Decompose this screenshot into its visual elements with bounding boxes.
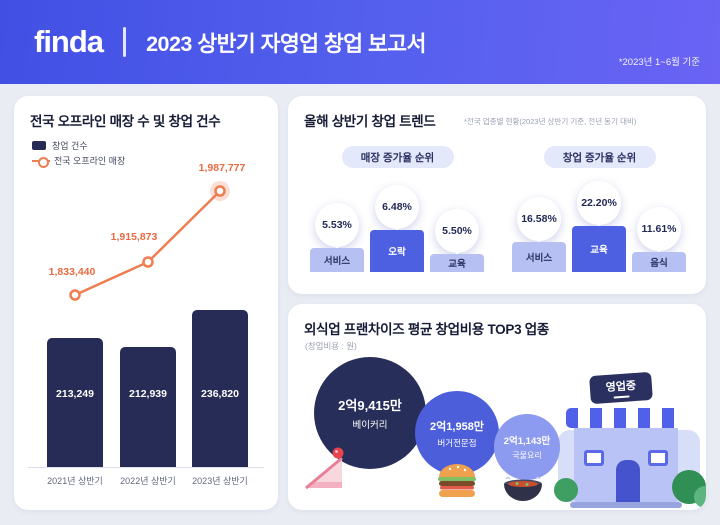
cost-value: 2억1,143만 [503,436,551,447]
storefront-awning [566,408,686,428]
x-label-2021: 2021년 상반기 [47,476,103,486]
pct-bubble: 5.50% [435,209,479,253]
pct-bubble: 16.58% [517,197,561,241]
line-legend-swatch-icon [32,157,50,168]
open-sign: 영업중 [589,371,653,405]
cost-value: 2억1,958만 [430,420,484,433]
startup-growth-heading: 창업 증가율 순위 [543,146,656,168]
pct-bubble: 22.20% [577,181,621,225]
finda-logo: finda [34,24,104,59]
cost-circle-burger: 2억1,958만 버거전문점 [415,391,499,475]
pct-bubble: 6.48% [375,185,419,229]
x-axis-line [28,467,264,468]
bar-value-2023: 236,820 [201,388,239,400]
store-growth-heading: 매장 증가율 순위 [341,146,454,168]
cake-icon [305,447,344,490]
header-divider [123,27,127,57]
category-bar: 오락 [370,230,424,272]
cost-unit-note: (창업비용 : 원) [305,341,357,351]
category-bar: 음식 [632,252,686,272]
line-value-2022: 1,915,873 [110,231,158,243]
cost-title: 외식업 프랜차이즈 평균 창업비용 TOP3 업종 [304,322,549,337]
store-and-startup-chart-card: 전국 오프라인 매장 수 및 창업 건수 창업 건수 전국 오프라인 매장 1,… [14,96,278,510]
cost-label: 버거전문점 [437,437,477,448]
store-chart-title: 전국 오프라인 매장 수 및 창업 건수 [30,114,221,129]
report-period-note: *2023년 1~6월 기준 [618,57,700,68]
report-title: 2023 상반기 자영업 창업 보고서 [146,31,426,56]
store-growth-group: 매장 증가율 순위 5.53% 6.48% 5.50% 서비스 오락 교육 [300,146,495,274]
category-bar: 교육 [572,226,626,272]
storefront-step [570,502,682,508]
bush-icon [694,486,706,508]
cost-label: 국물요리 [512,451,542,460]
startup-bar-2021 [47,338,103,467]
window-icon [584,450,604,466]
x-label-2022: 2022년 상반기 [120,476,176,486]
bar-value-2022: 212,939 [129,388,167,400]
soup-bowl-icon [504,476,542,501]
bush-icon [554,478,578,502]
startup-bar-2022 [120,347,176,467]
bar-value-2021: 213,249 [56,388,94,400]
pct-bubble: 5.53% [315,203,359,247]
franchise-cost-card: 외식업 프랜차이즈 평균 창업비용 TOP3 업종 (창업비용 : 원) 2억9… [288,304,706,510]
pct-bubble: 11.61% [637,207,681,251]
category-bar: 교육 [430,254,484,272]
category-bar: 서비스 [512,242,566,272]
legend-line-row: 전국 오프라인 매장 [32,153,125,168]
sign-underline [613,395,630,399]
bar-legend-swatch-icon [32,141,46,150]
legend-bar-row: 창업 건수 [32,138,125,153]
cost-circle-soup: 2억1,143만 국물요리 [494,414,560,480]
trend-note: *전국 업종별 현황(2023년 상반기 기준, 전년 동기 대비) [464,117,637,126]
offline-store-line-chart [69,181,230,301]
cost-value: 2억9,415만 [338,398,402,413]
line-value-2023: 1,987,777 [198,162,246,174]
trend-title: 올해 상반기 창업 트렌드 [304,114,436,129]
open-sign-text: 영업중 [605,379,637,395]
startup-trend-card: 올해 상반기 창업 트렌드 *전국 업종별 현황(2023년 상반기 기준, 전… [288,96,706,294]
x-label-2023: 2023년 상반기 [192,476,248,486]
line-value-2021: 1,833,440 [48,266,96,278]
startup-bar-2023 [192,310,248,467]
storefront-illustration: 영업중 [554,371,706,510]
header-banner: finda 2023 상반기 자영업 창업 보고서 *2023년 1~6월 기준 [0,0,720,84]
chart-legend: 창업 건수 전국 오프라인 매장 [32,138,125,168]
cost-label: 베이커리 [352,420,388,431]
category-bar: 서비스 [310,248,364,272]
burger-icon [438,464,476,497]
startup-growth-group: 창업 증가율 순위 16.58% 22.20% 11.61% 서비스 교육 음식 [502,146,697,274]
bar-legend-label: 창업 건수 [52,141,88,151]
window-icon [648,450,668,466]
line-legend-label: 전국 오프라인 매장 [54,156,126,166]
cost-circle-bakery: 2억9,415만 베이커리 [314,357,426,469]
door-icon [616,460,640,502]
